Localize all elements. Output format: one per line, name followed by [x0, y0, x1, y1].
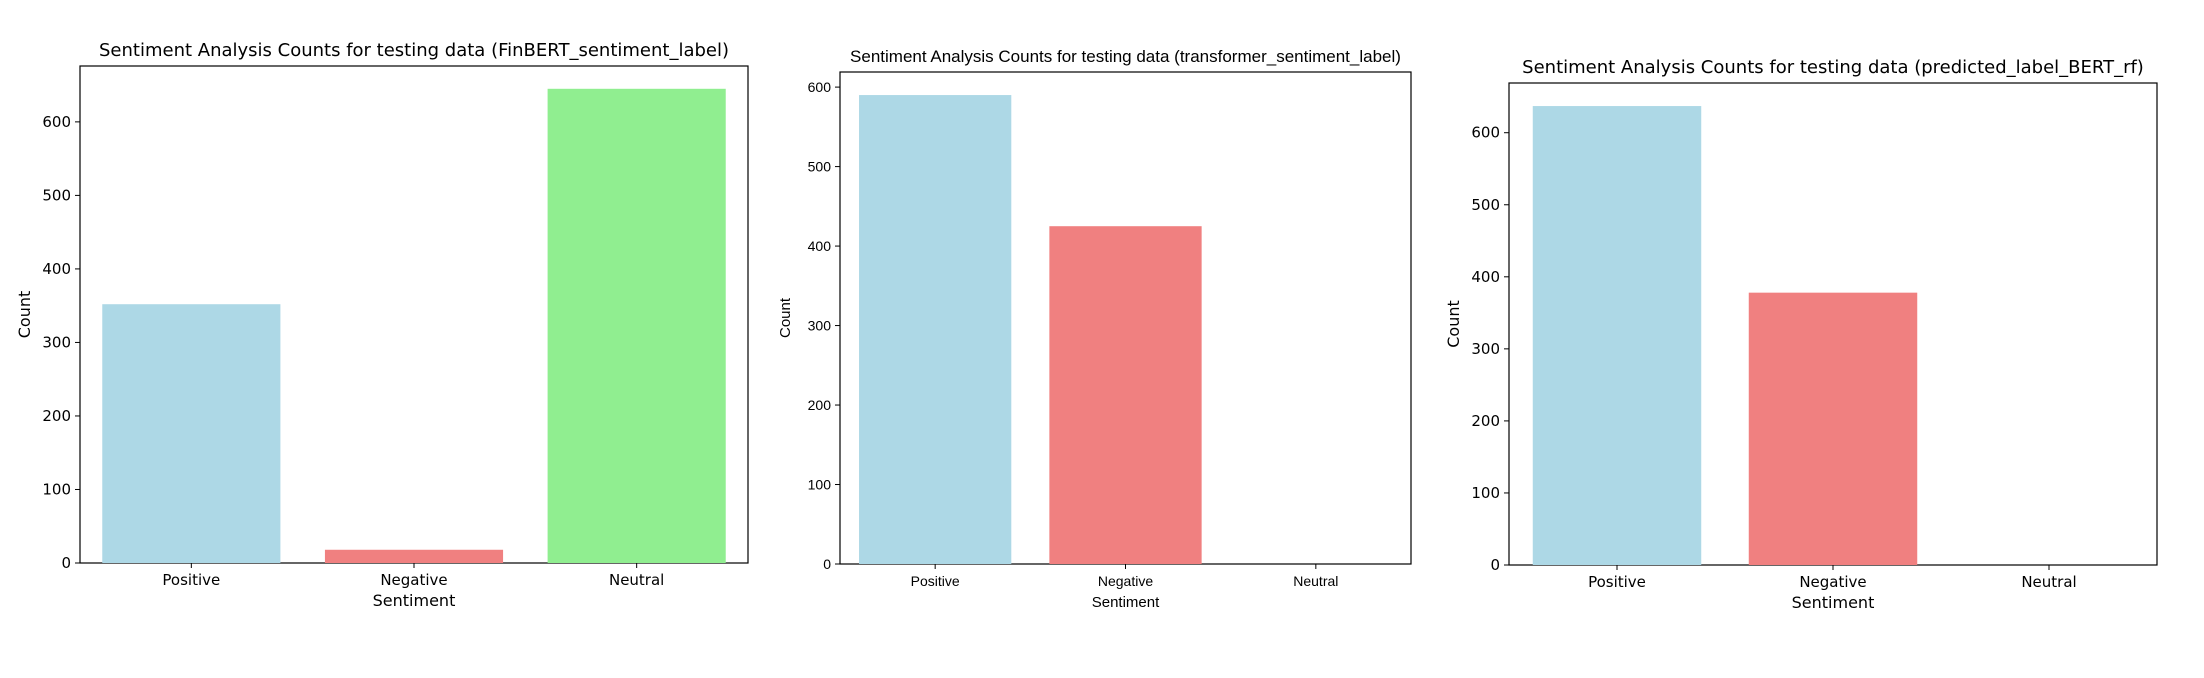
y-tick-label: 500 [1471, 196, 1500, 214]
y-axis-label: Count [15, 291, 34, 339]
y-tick-label: 300 [42, 333, 71, 351]
chart-title: Sentiment Analysis Counts for testing da… [99, 40, 729, 61]
y-tick-label: 0 [61, 554, 71, 572]
bar-positive [859, 95, 1012, 564]
x-tick-label: Positive [1588, 573, 1646, 591]
y-axis-label: Count [777, 297, 794, 338]
y-tick-label: 600 [42, 113, 71, 131]
y-tick-label: 200 [1471, 412, 1500, 430]
y-tick-label: 400 [808, 238, 832, 254]
chart-marks: Positive Negative Neutral 0 100 200 300 400 500 6… [1471, 106, 2077, 591]
x-tick-label: Negative [380, 571, 447, 589]
chart-title: Sentiment Analysis Counts for testing da… [850, 47, 1401, 66]
chart-panel-bert-rf: Sentiment Analysis Counts for testing da… [1444, 57, 2158, 612]
x-axis-label: Sentiment [373, 591, 456, 610]
chart-marks: Positive Negative Neutral 0 100 200 300 400 500 6… [42, 88, 726, 589]
x-tick-label: Negative [1098, 573, 1153, 589]
y-tick-label: 100 [1471, 484, 1500, 502]
x-axis-label: Sentiment [1092, 594, 1160, 611]
bar-positive [1532, 106, 1702, 566]
y-tick-label: 500 [42, 186, 71, 204]
y-axis-label: Count [1444, 300, 1463, 348]
y-tick-label: 500 [808, 159, 832, 175]
y-tick-label: 100 [808, 477, 832, 493]
bar-negative [324, 549, 504, 563]
y-tick-label: 300 [1471, 340, 1500, 358]
x-tick-label: Neutral [1293, 573, 1338, 589]
bar-positive [102, 304, 281, 563]
x-axis-label: Sentiment [1792, 593, 1875, 612]
y-tick-label: 600 [1471, 124, 1500, 142]
chart-title: Sentiment Analysis Counts for testing da… [1522, 57, 2144, 78]
y-tick-label: 400 [42, 260, 71, 278]
y-tick-label: 200 [808, 397, 832, 413]
bar-neutral [547, 88, 726, 564]
x-tick-label: Positive [911, 573, 960, 589]
x-tick-label: Neutral [2021, 573, 2076, 591]
chart-panel-finbert: Sentiment Analysis Counts for testing da… [15, 40, 749, 610]
y-tick-label: 0 [1490, 556, 1500, 574]
bar-negative [1049, 226, 1202, 565]
y-tick-label: 600 [808, 79, 832, 95]
y-tick-label: 300 [808, 318, 832, 334]
x-tick-label: Positive [162, 571, 220, 589]
y-tick-label: 400 [1471, 268, 1500, 286]
x-tick-label: Negative [1799, 573, 1866, 591]
y-tick-label: 0 [823, 556, 831, 572]
chart-panel-transformer: Sentiment Analysis Counts for testing da… [777, 47, 1412, 611]
x-tick-label: Neutral [609, 571, 664, 589]
y-tick-label: 200 [42, 407, 71, 425]
y-tick-label: 100 [42, 480, 71, 498]
chart-marks: Positive Negative Neutral 0 100 200 300 400 500 6… [808, 79, 1339, 589]
bar-negative [1748, 292, 1918, 565]
